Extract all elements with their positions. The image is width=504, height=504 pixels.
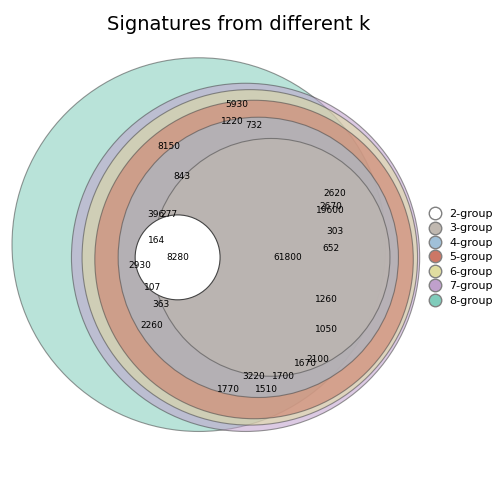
Circle shape bbox=[118, 117, 399, 398]
Circle shape bbox=[135, 215, 220, 300]
Text: 3220: 3220 bbox=[243, 372, 266, 381]
Text: 1260: 1260 bbox=[315, 295, 338, 304]
Text: 107: 107 bbox=[144, 283, 161, 292]
Text: 1770: 1770 bbox=[217, 385, 240, 394]
Text: 303: 303 bbox=[326, 227, 343, 236]
Text: 61800: 61800 bbox=[274, 253, 302, 262]
Circle shape bbox=[12, 58, 386, 431]
Text: 8280: 8280 bbox=[166, 253, 189, 262]
Text: 1670: 1670 bbox=[293, 359, 317, 368]
Text: 2930: 2930 bbox=[128, 262, 151, 270]
Text: 2100: 2100 bbox=[306, 355, 329, 364]
Text: 164: 164 bbox=[148, 236, 165, 245]
Text: 19600: 19600 bbox=[316, 206, 345, 215]
Text: 2260: 2260 bbox=[141, 321, 163, 330]
Circle shape bbox=[152, 139, 390, 376]
Text: 652: 652 bbox=[322, 244, 339, 254]
Text: 1510: 1510 bbox=[256, 385, 278, 394]
Text: 843: 843 bbox=[173, 172, 191, 181]
Circle shape bbox=[72, 83, 420, 431]
Text: 5930: 5930 bbox=[226, 100, 248, 109]
Text: 8150: 8150 bbox=[158, 143, 180, 152]
Text: 1700: 1700 bbox=[272, 372, 295, 381]
Text: 2670: 2670 bbox=[319, 202, 342, 211]
Text: 277: 277 bbox=[161, 210, 178, 219]
Text: 2620: 2620 bbox=[324, 189, 346, 198]
Text: 1220: 1220 bbox=[221, 117, 244, 126]
Text: 363: 363 bbox=[152, 299, 169, 308]
Text: 396: 396 bbox=[148, 210, 165, 219]
Text: 732: 732 bbox=[245, 121, 263, 130]
Circle shape bbox=[82, 90, 417, 425]
Legend: 2-group, 3-group, 4-group, 5-group, 6-group, 7-group, 8-group: 2-group, 3-group, 4-group, 5-group, 6-gr… bbox=[423, 209, 493, 306]
Text: 1050: 1050 bbox=[314, 325, 338, 334]
Title: Signatures from different k: Signatures from different k bbox=[106, 15, 370, 34]
Circle shape bbox=[95, 100, 413, 419]
